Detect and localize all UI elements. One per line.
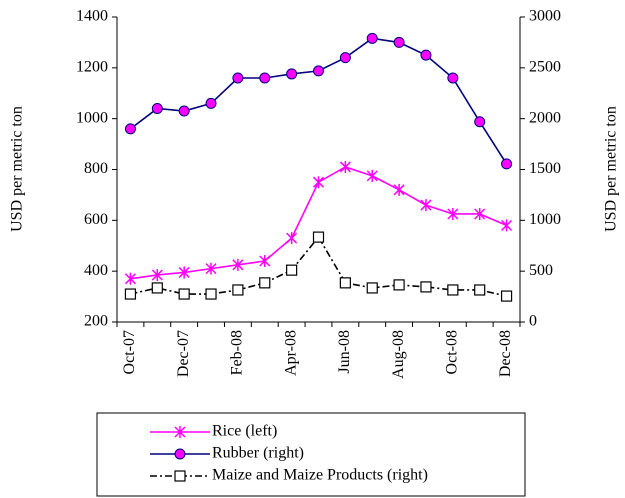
marker [393,183,405,196]
marker [286,68,298,80]
marker [339,277,351,289]
marker [474,284,486,296]
marker [178,105,190,117]
marker [232,258,244,271]
marker [259,255,271,267]
y2-tick-label: 2500 [529,59,561,76]
marker [151,103,163,114]
marker [124,288,137,300]
marker [124,272,136,285]
x-tick-label: Oct-08 [444,330,461,374]
marker [312,176,325,189]
y2-tick-label: 0 [529,313,537,330]
marker [339,52,351,64]
x-tick-label: Dec-07 [175,330,192,377]
marker [366,282,378,294]
marker [259,277,271,289]
marker [151,282,163,294]
marker [178,266,190,279]
marker [286,232,298,245]
y-tick-label: 1200 [76,59,108,76]
marker [178,288,190,300]
legend-label: Rubber (right) [212,445,304,462]
series-line [129,37,508,165]
marker [366,32,378,44]
y-axis-label: USD per metric ton [9,106,26,232]
y2-tick-label: 500 [529,262,553,279]
y-tick-label: 400 [84,262,108,279]
x-tick-label: Apr-08 [282,330,299,376]
marker [500,290,513,302]
series-line [130,235,507,297]
marker [312,231,325,243]
marker [339,160,351,173]
marker [447,72,459,84]
marker [393,36,405,48]
marker [420,281,432,293]
marker [420,199,432,212]
y2-axis-label: USD per metric ton [603,106,620,232]
marker [205,262,217,275]
legend-marker [174,426,186,438]
marker [420,49,432,61]
x-tick-label: Jun-08 [336,330,353,374]
y2-tick-label: 2000 [529,109,561,126]
legend-marker [174,448,186,460]
y2-tick-label: 1000 [529,211,561,228]
marker [447,207,459,220]
legend-label: Rice (left) [212,423,277,440]
y2-tick-label: 3000 [529,8,561,25]
marker [232,72,244,84]
legend-marker [174,470,186,482]
legend-label: Maize and Maize Products (right) [212,467,428,484]
marker [474,207,486,220]
y-tick-label: 1400 [76,8,108,25]
y-tick-label: 200 [84,313,108,330]
x-tick-label: Oct-07 [121,330,138,374]
marker [232,284,244,296]
marker [501,219,513,232]
marker [205,288,217,300]
marker [474,116,486,128]
marker [124,123,136,135]
y-tick-label: 800 [84,160,108,177]
marker [151,268,163,281]
marker [501,158,513,170]
marker [447,284,459,296]
marker [205,97,217,109]
y-tick-label: 600 [84,211,108,228]
marker [366,169,378,182]
marker [393,279,405,291]
y-tick-label: 1000 [76,109,108,126]
marker [313,65,324,77]
x-tick-label: Aug-08 [390,330,407,379]
marker [286,264,298,276]
x-tick-label: Dec-08 [497,330,514,377]
marker [259,72,271,84]
y2-tick-label: 1500 [529,160,561,177]
x-tick-label: Feb-08 [229,330,246,375]
